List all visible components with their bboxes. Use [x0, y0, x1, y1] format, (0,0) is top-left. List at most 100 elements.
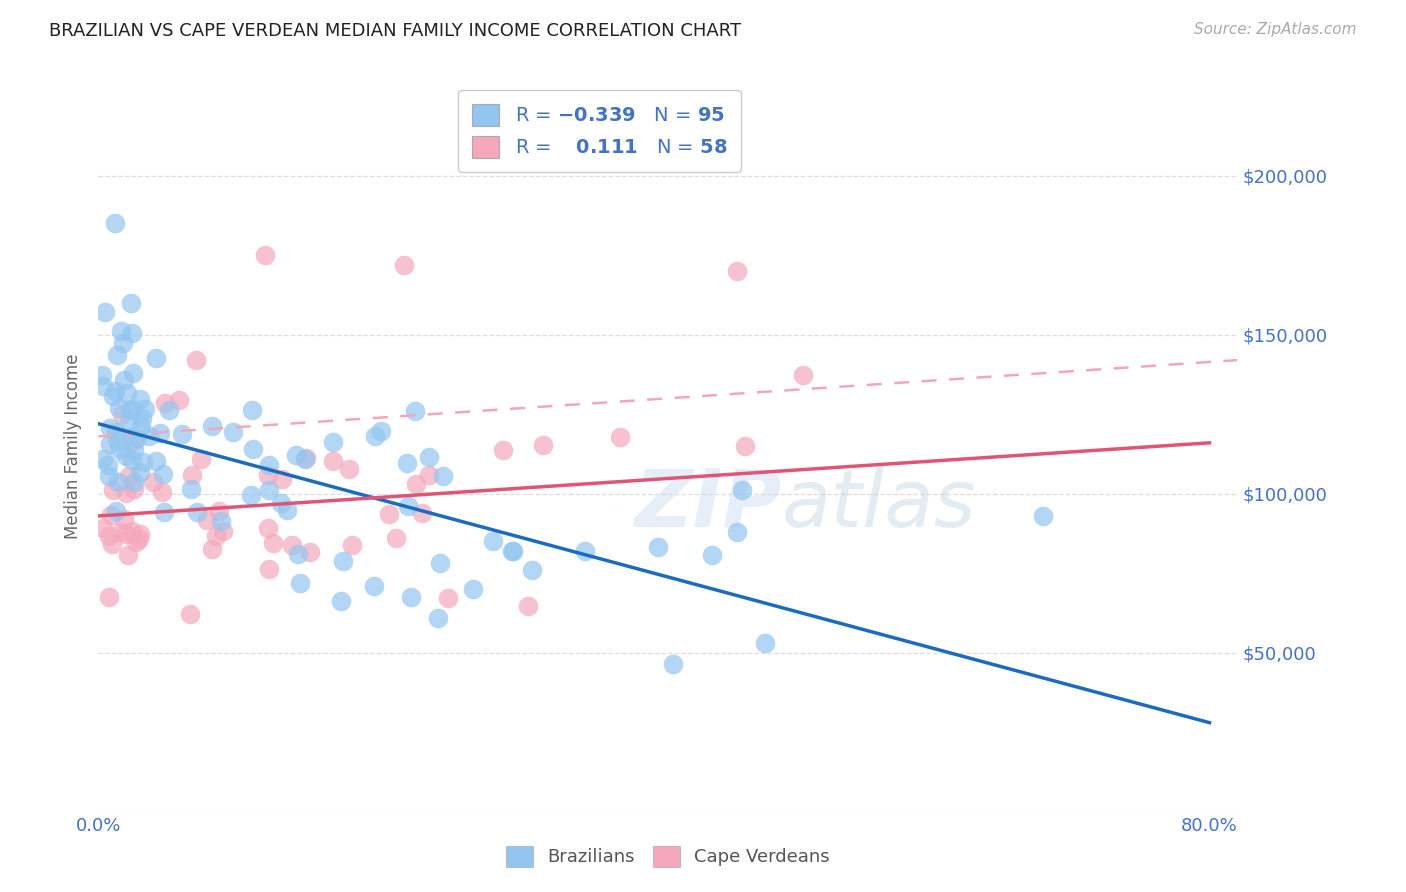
Point — [205, 529, 228, 543]
Point — [502, 544, 524, 558]
Point — [110, 325, 132, 339]
Point — [195, 513, 218, 527]
Point — [411, 506, 433, 520]
Point — [145, 454, 167, 468]
Point — [256, 521, 278, 535]
Point — [122, 482, 145, 496]
Point — [516, 599, 538, 613]
Point — [121, 524, 143, 538]
Point — [129, 526, 152, 541]
Point — [101, 537, 124, 551]
Point — [110, 524, 132, 539]
Point — [153, 505, 176, 519]
Y-axis label: Median Family Income: Median Family Income — [65, 353, 83, 539]
Point — [105, 433, 128, 447]
Point — [157, 403, 180, 417]
Point — [609, 430, 631, 444]
Point — [404, 404, 426, 418]
Point — [734, 439, 756, 453]
Point — [385, 531, 408, 545]
Point — [100, 508, 122, 523]
Point — [97, 458, 120, 472]
Point — [276, 503, 298, 517]
Point — [122, 434, 145, 448]
Point — [111, 335, 134, 350]
Point — [112, 511, 135, 525]
Text: ZIP: ZIP — [634, 466, 782, 543]
Point — [322, 435, 344, 450]
Point — [190, 452, 212, 467]
Point — [93, 451, 115, 466]
Point — [145, 351, 167, 365]
Point — [254, 248, 277, 262]
Point — [427, 611, 450, 625]
Point — [209, 514, 232, 528]
Point — [91, 368, 114, 382]
Point — [115, 485, 138, 500]
Point — [155, 395, 177, 409]
Point — [121, 326, 143, 340]
Point — [186, 505, 208, 519]
Point — [112, 372, 135, 386]
Point — [98, 437, 121, 451]
Point — [129, 419, 152, 434]
Point — [125, 534, 148, 549]
Text: Source: ZipAtlas.com: Source: ZipAtlas.com — [1194, 22, 1357, 37]
Point — [395, 456, 418, 470]
Point — [378, 507, 401, 521]
Point — [104, 216, 127, 230]
Point — [100, 420, 122, 434]
Point — [398, 500, 420, 514]
Point — [222, 425, 245, 439]
Point — [115, 386, 138, 401]
Point — [240, 403, 263, 417]
Point — [132, 455, 155, 469]
Point — [98, 529, 121, 543]
Point — [647, 540, 669, 554]
Point — [257, 562, 280, 576]
Point — [104, 504, 127, 518]
Point — [94, 305, 117, 319]
Point — [208, 504, 231, 518]
Point — [294, 451, 316, 466]
Point — [492, 443, 515, 458]
Point — [129, 392, 152, 406]
Point — [167, 392, 190, 407]
Point — [104, 425, 127, 439]
Point — [725, 524, 748, 539]
Point — [179, 607, 201, 621]
Point — [370, 424, 392, 438]
Point — [103, 389, 125, 403]
Point — [131, 411, 153, 425]
Point — [533, 438, 555, 452]
Point — [242, 442, 264, 456]
Point — [180, 482, 202, 496]
Point — [149, 425, 172, 440]
Point — [104, 384, 127, 398]
Point — [340, 538, 363, 552]
Point — [322, 454, 344, 468]
Point — [101, 483, 124, 498]
Point — [401, 590, 423, 604]
Point — [121, 402, 143, 417]
Point — [463, 582, 485, 596]
Point — [125, 432, 148, 446]
Point — [120, 296, 142, 310]
Point — [418, 468, 440, 483]
Point — [212, 524, 235, 539]
Text: atlas: atlas — [782, 466, 977, 543]
Point — [257, 483, 280, 498]
Point — [115, 449, 138, 463]
Point — [520, 563, 543, 577]
Point — [481, 533, 503, 548]
Point — [330, 593, 353, 607]
Point — [257, 468, 280, 483]
Point — [284, 449, 307, 463]
Point — [337, 462, 360, 476]
Point — [115, 527, 138, 541]
Legend: Brazilians, Cape Verdeans: Brazilians, Cape Verdeans — [496, 837, 839, 876]
Point — [107, 401, 129, 415]
Point — [662, 657, 685, 672]
Point — [91, 379, 114, 393]
Point — [118, 415, 141, 429]
